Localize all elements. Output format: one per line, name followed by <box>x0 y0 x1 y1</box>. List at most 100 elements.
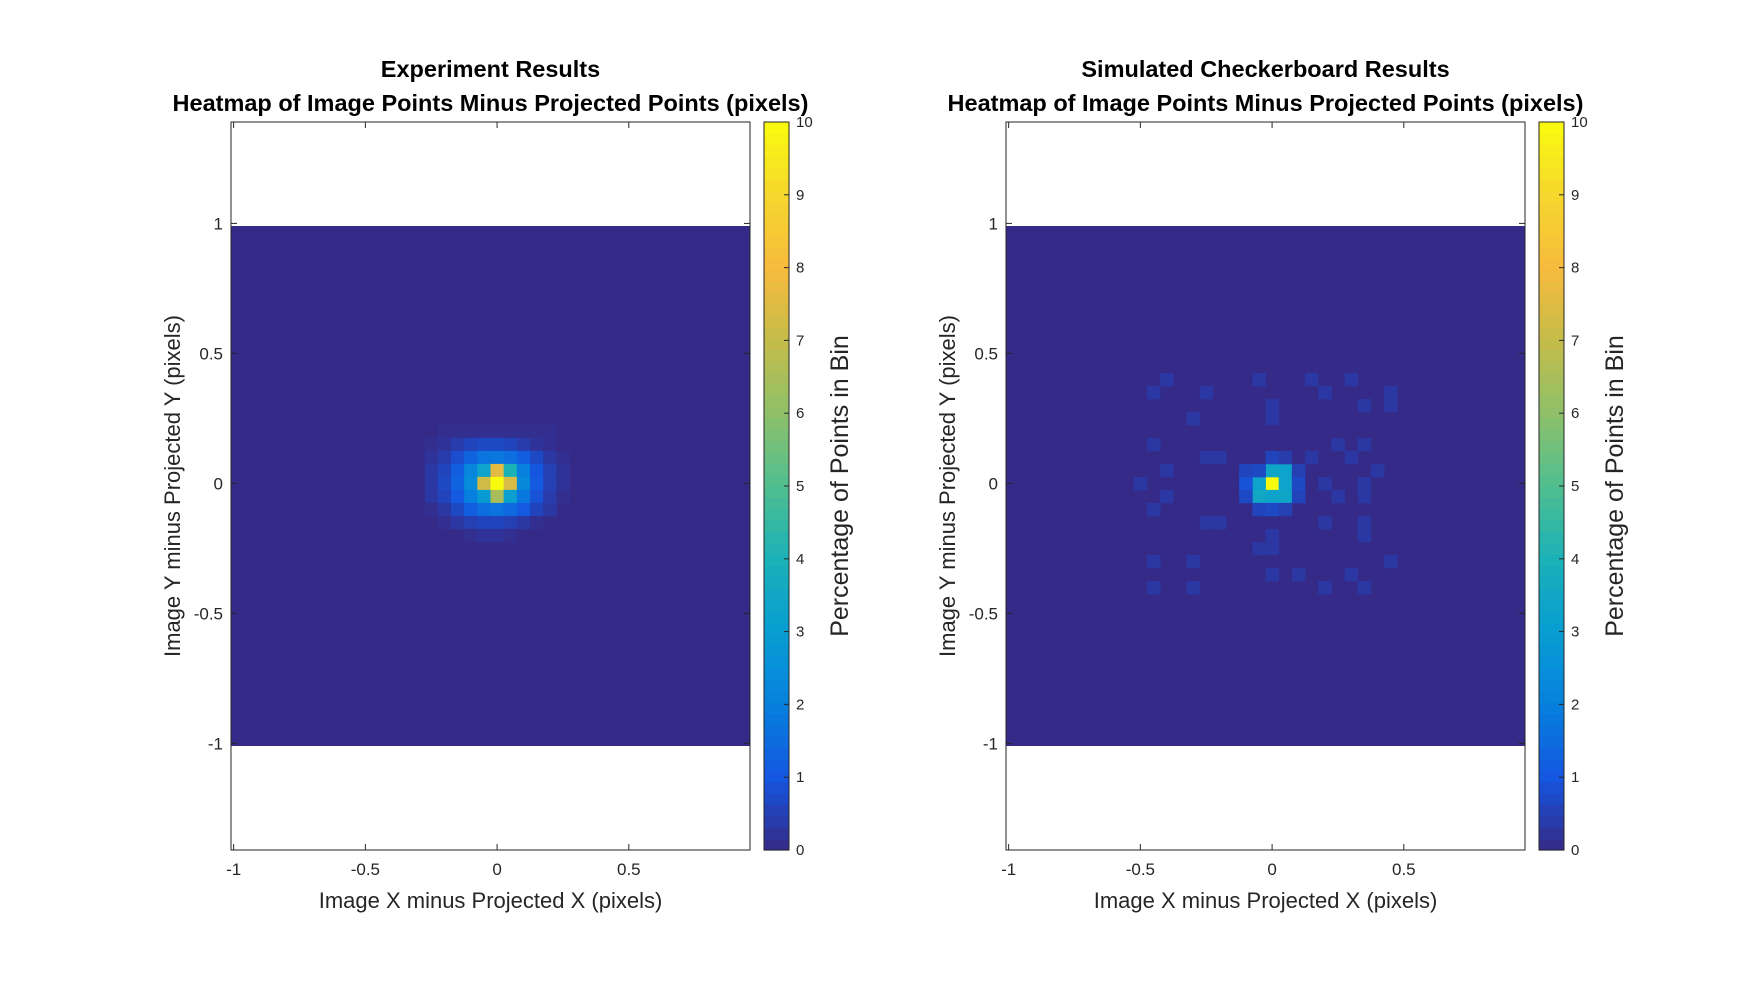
heatmap-cell <box>1199 450 1214 465</box>
heatmap-cells <box>1006 226 1525 746</box>
y-axis-ticks: -1 -0.5 0 0.5 1 <box>969 214 1525 753</box>
colorbar-tick-label: 4 <box>796 551 804 568</box>
x-tick-label: 0.5 <box>1392 860 1416 879</box>
colorbar-tick-label: 8 <box>1571 260 1579 277</box>
heatmap-cell <box>556 476 570 491</box>
colorbar-tick-label: 1 <box>796 769 804 786</box>
colorbar-swatch <box>764 463 789 476</box>
colorbar-swatch <box>764 292 789 305</box>
heatmap-cell <box>503 463 518 478</box>
heatmap-cell <box>490 450 505 465</box>
colorbar-tick-label: 3 <box>1571 624 1579 641</box>
colorbar-swatch <box>1539 235 1564 248</box>
heatmap-cell <box>424 489 439 504</box>
heatmap-cell <box>1252 489 1266 504</box>
colorbar-swatch <box>1539 360 1564 373</box>
heatmap-cell <box>1331 489 1345 504</box>
heatmap-cell <box>1291 567 1306 582</box>
heatmap-cell <box>503 515 518 530</box>
heatmap-cell <box>464 489 478 504</box>
heatmap-cell <box>1146 385 1161 400</box>
heatmap-cell <box>1239 463 1253 478</box>
colorbar-swatch <box>764 622 789 635</box>
heatmap-cell <box>1265 489 1280 504</box>
colorbar-swatch <box>764 599 789 612</box>
colorbar-swatch <box>1539 190 1564 203</box>
heatmap-cell <box>477 424 491 439</box>
colorbar-swatch <box>764 770 789 783</box>
colorbar-swatch <box>764 440 789 453</box>
heatmap-cell <box>556 463 570 478</box>
heatmap-cell <box>450 463 465 478</box>
colorbar-swatch <box>1539 736 1564 749</box>
colorbar-swatch <box>764 633 789 646</box>
colorbar-swatch <box>764 736 789 749</box>
y-tick-label: -1 <box>208 734 223 753</box>
heatmap-cell <box>543 424 557 439</box>
heatmap-cell <box>1186 580 1201 595</box>
colorbar-swatch <box>764 167 789 180</box>
heatmap-cell <box>1344 372 1359 387</box>
colorbar-swatch <box>764 406 789 419</box>
colorbar-tick-label: 10 <box>796 114 813 131</box>
colorbar-swatch <box>764 133 789 146</box>
heatmap-cell <box>1331 437 1345 452</box>
heatmap-cell <box>1305 372 1319 387</box>
heatmap-cell <box>464 528 478 543</box>
heatmap-cell <box>1239 489 1253 504</box>
colorbar-tick-label: 6 <box>796 405 804 422</box>
heatmap-cell <box>490 502 505 517</box>
heatmap-cell <box>1370 463 1385 478</box>
colorbar-ticks: 0 1 2 3 4 5 6 7 8 9 10 <box>1559 114 1588 859</box>
colorbar-swatch <box>1539 815 1564 828</box>
colorbar-swatch <box>1539 781 1564 794</box>
colorbar-tick-label: 6 <box>1571 405 1579 422</box>
heatmap-cell <box>1357 580 1372 595</box>
colorbar-swatch <box>764 144 789 157</box>
heatmap-cell <box>1252 502 1266 517</box>
heatmap-cell <box>1212 450 1227 465</box>
heatmap-cell <box>543 437 557 452</box>
colorbar-swatch <box>1539 122 1564 134</box>
colorbar-swatch <box>1539 508 1564 521</box>
colorbar-tick-label: 4 <box>1571 551 1579 568</box>
heatmap-cell <box>1160 372 1174 387</box>
colorbar-swatch <box>1539 338 1564 351</box>
heatmap-cells <box>231 226 750 746</box>
colorbar-swatch <box>1539 542 1564 555</box>
colorbar-swatch <box>764 724 789 737</box>
colorbar-swatch <box>1539 713 1564 726</box>
colorbar-swatch <box>1539 156 1564 169</box>
heatmap-cell <box>1278 450 1293 465</box>
heatmap-cell <box>1344 450 1359 465</box>
colorbar-swatch <box>1539 804 1564 817</box>
colorbar-swatch <box>1539 304 1564 316</box>
heatmap-cell <box>1265 567 1280 582</box>
colorbar-tick-label: 2 <box>796 696 804 713</box>
heatmap-cell <box>503 528 518 543</box>
heatmap-cell <box>516 437 531 452</box>
plot-area-frame <box>230 121 751 851</box>
colorbar-swatch <box>1539 690 1564 703</box>
heatmap-cell <box>1278 476 1293 491</box>
x-tick-label: -1 <box>1001 860 1016 879</box>
y-axis-label: Image Y minus Projected Y (pixels) <box>160 315 185 657</box>
x-tick-label: 0 <box>492 860 501 879</box>
heatmap-cell <box>503 476 518 491</box>
heatmap-cell <box>424 437 439 452</box>
heatmap-cell <box>516 515 531 530</box>
colorbar-swatch <box>764 281 789 294</box>
chart-title-line-1: Simulated Checkerboard Results <box>1081 56 1449 82</box>
heatmap-cell <box>1318 476 1332 491</box>
heatmap-cell <box>1186 411 1201 426</box>
heatmap-cell <box>516 489 531 504</box>
heatmap-cell <box>424 450 439 465</box>
colorbar-swatch <box>764 713 789 726</box>
heatmap-cell <box>1357 528 1372 543</box>
colorbar-swatch <box>1539 520 1564 533</box>
heatmap-cell <box>1384 398 1398 413</box>
heatmap-cell <box>1357 515 1372 530</box>
colorbar-swatch <box>764 122 789 134</box>
colorbar-swatch <box>764 201 789 214</box>
